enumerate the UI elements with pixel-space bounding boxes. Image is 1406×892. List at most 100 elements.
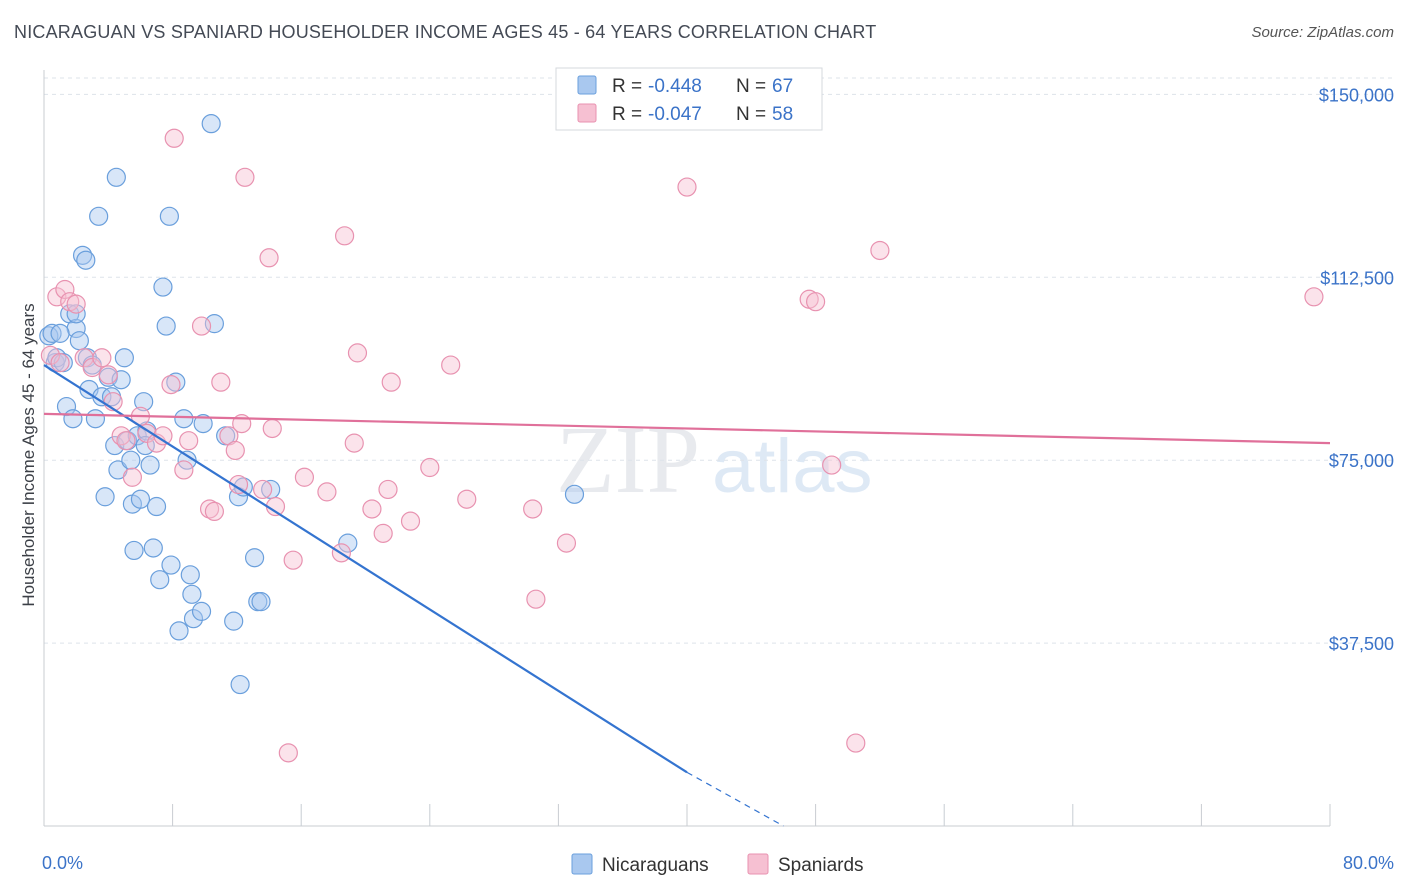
nicaraguans-point-35 — [146, 496, 167, 517]
nicaraguans-point-66 — [135, 435, 155, 456]
nicaraguans-point-64 — [66, 304, 86, 324]
spaniards-point-22 — [191, 316, 212, 336]
spaniards-point-1 — [47, 287, 67, 307]
y-tick-label-2: $112,500 — [1320, 268, 1394, 288]
nicaraguans-point-57 — [244, 548, 265, 568]
nicaraguans-trend-line — [43, 364, 688, 774]
y-tick-label-3: $150,000 — [1319, 85, 1394, 105]
nicaraguans-point-49 — [193, 414, 213, 434]
nicaraguans-point-63 — [50, 323, 70, 343]
nicaraguans-point-5 — [56, 396, 77, 417]
y-tick-labels: $37,500 $75,000 $112,500 $150,000 — [1319, 85, 1394, 654]
nicaraguans-point-34 — [143, 538, 163, 558]
spaniards-point-8 — [92, 348, 112, 368]
nicaraguans-trend-extension — [686, 771, 784, 827]
spaniards-point-48 — [420, 457, 440, 478]
watermark-atlas: atlas — [712, 424, 873, 509]
spaniards-point-43 — [362, 499, 382, 519]
nicaraguans-point-0 — [39, 326, 59, 346]
spaniards-point-24 — [204, 501, 224, 522]
spaniards-point-57 — [822, 455, 842, 475]
nicaraguans-point-53 — [224, 611, 244, 631]
nicaraguans-point-31 — [134, 392, 154, 412]
bottom-swatch-spaniards — [747, 853, 769, 875]
nicaraguans-point-55 — [230, 674, 250, 695]
legend-r-label-1: R = — [612, 76, 642, 97]
chart-title: NICARAGUAN VS SPANIARD HOUSEHOLDER INCOM… — [14, 22, 877, 42]
spaniards-point-56 — [805, 292, 826, 312]
spaniards-point-15 — [137, 423, 157, 443]
series-legend: Nicaraguans Spaniards — [571, 853, 864, 876]
legend-n-value-2: 58 — [772, 104, 793, 125]
nicaraguans-point-11 — [76, 250, 96, 270]
spaniards-point-37 — [294, 467, 315, 487]
legend-r-value-1: -0.448 — [648, 76, 702, 97]
spaniards-point-54 — [677, 177, 697, 197]
spaniards-point-30 — [235, 167, 255, 187]
spaniards-point-32 — [259, 248, 279, 268]
nicaraguans-point-36 — [150, 570, 170, 590]
spaniards-point-45 — [378, 479, 398, 500]
legend-r-value-2: -0.047 — [648, 104, 702, 125]
spaniards-point-13 — [122, 467, 143, 487]
spaniards-point-20 — [174, 460, 194, 480]
spaniards-point-2 — [50, 353, 70, 373]
nicaraguans-point-30 — [130, 489, 151, 509]
nicaraguans-point-26 — [121, 450, 141, 470]
spaniards-point-31 — [253, 479, 273, 500]
legend-r-label-2: R = — [612, 104, 642, 125]
watermark-zip: ZIP — [556, 406, 700, 513]
spaniards-point-7 — [82, 357, 102, 378]
legend-n-label-2: N = — [736, 104, 766, 125]
nicaraguans-point-1 — [42, 323, 62, 343]
legend-n-value-1: 67 — [772, 76, 793, 97]
nicaraguans-point-50 — [201, 114, 221, 134]
spaniards-point-18 — [161, 374, 181, 395]
spaniards-trend-line — [43, 412, 1331, 445]
nicaraguans-point-59 — [251, 592, 271, 612]
spaniards-point-38 — [317, 482, 337, 502]
spaniards-point-36 — [283, 550, 303, 570]
nicaraguans-point-42 — [169, 621, 189, 641]
legend-swatch-nicaraguans — [577, 75, 597, 95]
bottom-legend-nicaraguans: Nicaraguans — [602, 855, 709, 876]
spaniards-points — [40, 128, 1324, 763]
spaniards-point-28 — [228, 474, 249, 495]
nicaraguans-point-7 — [63, 409, 83, 429]
nicaraguans-point-21 — [105, 435, 125, 456]
x-tick-label-0: 0.0% — [42, 853, 83, 873]
spaniards-point-46 — [381, 372, 401, 392]
nicaraguans-point-28 — [124, 540, 144, 561]
nicaraguans-point-65 — [106, 167, 126, 187]
axes — [43, 70, 1331, 827]
spaniards-point-21 — [179, 431, 199, 451]
nicaraguans-point-47 — [183, 609, 204, 629]
nicaraguans-point-40 — [161, 555, 181, 575]
nicaraguans-point-43 — [174, 409, 194, 429]
spaniards-point-52 — [526, 589, 546, 609]
nicaraguans-point-39 — [159, 206, 179, 226]
spaniards-point-3 — [55, 279, 75, 300]
spaniards-point-19 — [164, 128, 184, 148]
spaniards-point-41 — [344, 433, 364, 453]
spaniards-point-35 — [278, 743, 298, 763]
spaniards-point-60 — [1304, 287, 1324, 307]
nicaraguans-point-33 — [140, 455, 160, 475]
spaniards-point-49 — [441, 355, 461, 375]
nicaraguans-point-16 — [89, 206, 109, 226]
nicaraguans-point-23 — [111, 370, 131, 390]
y-tick-label-1: $75,000 — [1329, 451, 1394, 471]
x-tick-labels: 0.0% 80.0% — [42, 853, 1394, 873]
nicaraguans-point-15 — [85, 409, 106, 429]
legend-n-label-1: N = — [736, 76, 766, 97]
nicaraguans-point-45 — [180, 565, 200, 585]
nicaraguans-point-46 — [182, 584, 202, 604]
spaniards-point-27 — [225, 440, 245, 461]
spaniards-point-59 — [870, 240, 890, 261]
spaniards-point-51 — [523, 499, 543, 519]
nicaraguans-point-62 — [564, 484, 585, 504]
nicaraguans-point-24 — [114, 348, 134, 368]
spaniards-point-44 — [373, 523, 393, 543]
x-tick-label-1: 80.0% — [1343, 853, 1394, 873]
